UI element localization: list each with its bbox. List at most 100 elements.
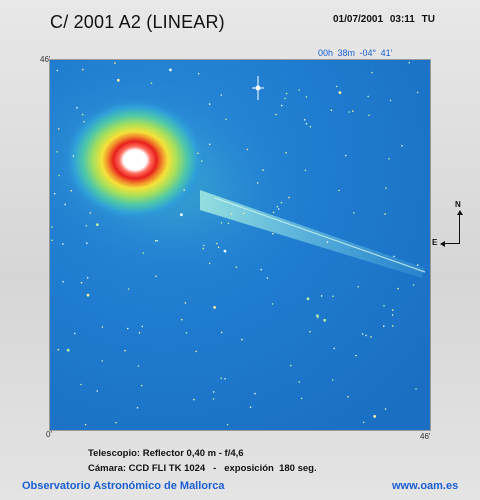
- star: [347, 396, 349, 398]
- star: [101, 326, 104, 328]
- star: [246, 148, 249, 151]
- star: [416, 91, 419, 94]
- star: [115, 421, 117, 424]
- star: [154, 240, 157, 242]
- star: [124, 349, 126, 352]
- star: [300, 397, 303, 400]
- star: [62, 243, 64, 245]
- star: [388, 158, 390, 160]
- star: [326, 241, 329, 243]
- star: [392, 309, 394, 311]
- star: [227, 222, 230, 225]
- star: [415, 388, 417, 390]
- star: [352, 110, 354, 112]
- observatory-name: Observatorio Astronómico de Mallorca: [22, 480, 225, 492]
- star: [155, 275, 157, 278]
- star: [284, 97, 286, 100]
- star: [74, 332, 76, 335]
- star: [51, 226, 53, 228]
- star: [393, 255, 395, 258]
- star: [271, 303, 274, 305]
- star: [127, 288, 130, 290]
- observatory-website[interactable]: www.oam.es: [392, 480, 459, 492]
- star-field: [51, 61, 419, 426]
- star: [242, 212, 245, 215]
- star: [277, 208, 280, 210]
- star: [345, 154, 347, 157]
- star: [58, 174, 60, 177]
- star: [76, 106, 78, 109]
- star: [256, 182, 259, 184]
- star: [57, 348, 60, 351]
- star: [241, 338, 243, 341]
- star: [197, 72, 200, 75]
- sky-coordinates: 00h 38m -04° 41’: [318, 48, 393, 58]
- star: [383, 304, 385, 307]
- star: [355, 354, 357, 357]
- star: [397, 287, 399, 290]
- arrow-left-icon: [440, 241, 445, 247]
- scale-label-top-left: 46': [40, 55, 51, 64]
- star: [371, 71, 373, 74]
- star: [226, 423, 229, 426]
- star: [136, 407, 139, 409]
- star: [401, 144, 403, 147]
- star: [370, 336, 372, 338]
- star: [58, 128, 60, 130]
- star: [288, 196, 290, 199]
- star: [86, 242, 88, 244]
- star: [408, 61, 411, 64]
- star: [212, 391, 215, 393]
- scale-label-bottom-left: 0': [46, 430, 52, 439]
- star: [51, 239, 53, 242]
- star: [208, 103, 211, 105]
- compass-north-line: [459, 212, 460, 244]
- star: [169, 68, 172, 72]
- comet-image-svg: [50, 60, 430, 430]
- star: [203, 244, 205, 247]
- star: [137, 365, 140, 367]
- observation-datetime: 01/07/2001 03:11 TU: [333, 14, 435, 25]
- scale-label-bottom-right: 46': [420, 432, 431, 441]
- star: [96, 223, 99, 227]
- star: [114, 62, 116, 64]
- star: [193, 398, 195, 401]
- star: [64, 203, 66, 206]
- star: [138, 332, 141, 334]
- star: [303, 119, 306, 121]
- star: [183, 189, 185, 191]
- star: [320, 295, 323, 297]
- star: [80, 383, 82, 386]
- star: [84, 423, 87, 426]
- star: [298, 381, 300, 383]
- star: [416, 264, 419, 266]
- observation-time: 03:11 TU: [389, 14, 435, 25]
- star: [86, 293, 90, 297]
- comet-coma: [63, 98, 207, 222]
- star: [142, 252, 145, 254]
- star: [412, 284, 415, 286]
- star: [220, 377, 222, 380]
- star: [275, 113, 277, 116]
- star: [200, 160, 203, 162]
- star: [235, 266, 238, 268]
- orientation-compass: N E: [432, 200, 466, 250]
- star: [83, 120, 85, 123]
- star: [368, 114, 370, 117]
- star: [96, 390, 98, 392]
- star: [116, 78, 120, 82]
- star: [333, 347, 336, 350]
- star: [365, 334, 367, 337]
- comet-tail-streak: [214, 197, 426, 273]
- star: [298, 89, 300, 91]
- star: [217, 246, 220, 249]
- star: [140, 384, 143, 387]
- telescope-info: Telescopio: Reflector 0,40 m - f/4,6: [88, 448, 244, 459]
- bright-star-spike: [252, 76, 264, 100]
- star: [384, 213, 386, 215]
- star: [180, 213, 183, 217]
- compass-north-label: N: [455, 200, 461, 209]
- observation-date: 01/07/2001: [333, 14, 384, 25]
- star: [385, 187, 387, 189]
- star: [389, 99, 392, 102]
